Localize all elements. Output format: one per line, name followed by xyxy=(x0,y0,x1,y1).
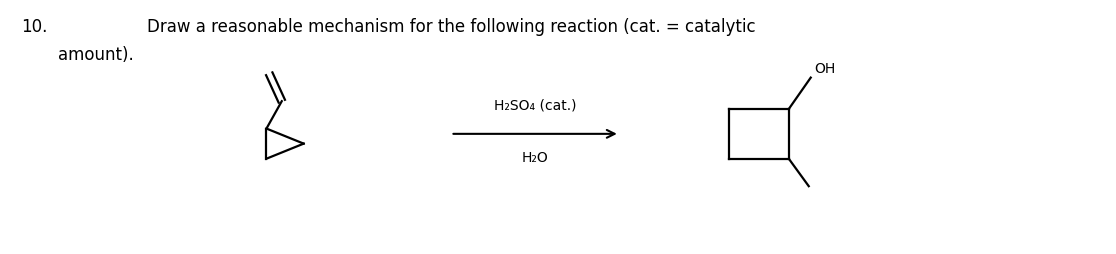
Text: H₂SO₄ (cat.): H₂SO₄ (cat.) xyxy=(494,98,576,112)
Text: OH: OH xyxy=(815,62,836,76)
Text: Draw a reasonable mechanism for the following reaction (cat. = catalytic: Draw a reasonable mechanism for the foll… xyxy=(147,19,756,36)
Text: 10.: 10. xyxy=(21,19,47,36)
Text: amount).: amount). xyxy=(58,46,133,64)
Text: H₂O: H₂O xyxy=(522,151,548,165)
